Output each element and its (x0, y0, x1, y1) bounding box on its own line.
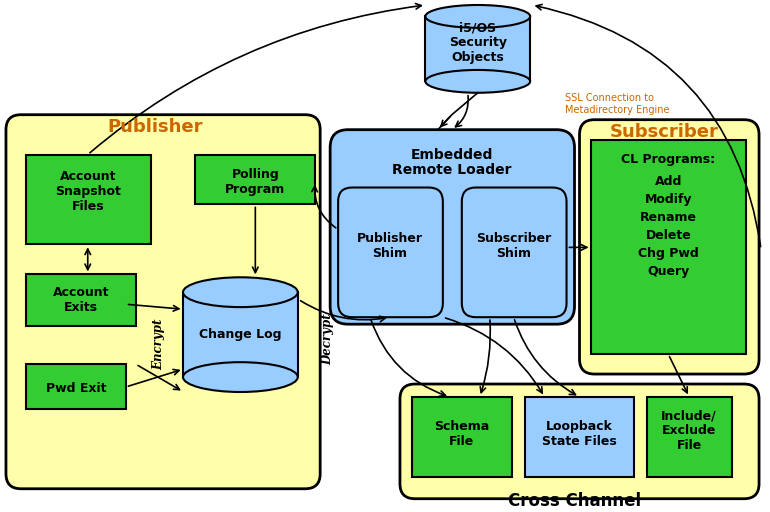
Text: Security: Security (449, 36, 507, 49)
Text: Rename: Rename (640, 211, 697, 224)
FancyBboxPatch shape (580, 120, 759, 374)
Bar (524, 397, 634, 477)
Ellipse shape (183, 278, 298, 307)
Bar (196, 155, 315, 204)
FancyBboxPatch shape (400, 384, 759, 499)
Text: i5/OS: i5/OS (459, 22, 497, 34)
Bar (591, 140, 746, 354)
Text: Account
Snapshot
Files: Account Snapshot Files (55, 170, 121, 213)
Text: Remote Loader: Remote Loader (392, 163, 511, 177)
Bar (183, 292, 298, 377)
Text: Pwd Exit: Pwd Exit (45, 381, 106, 395)
Text: Embedded: Embedded (410, 147, 493, 162)
Bar (26, 274, 136, 326)
Text: Polling
Program: Polling Program (225, 167, 286, 196)
FancyBboxPatch shape (338, 187, 443, 317)
Text: Loopback
State Files: Loopback State Files (542, 420, 617, 448)
Text: Add: Add (654, 175, 682, 188)
FancyBboxPatch shape (330, 130, 574, 324)
FancyBboxPatch shape (6, 115, 320, 489)
Text: SSL Connection to: SSL Connection to (564, 93, 654, 103)
Text: Subscriber: Subscriber (610, 123, 718, 141)
Text: Subscriber
Shim: Subscriber Shim (476, 232, 551, 261)
Text: Publisher
Shim: Publisher Shim (357, 232, 423, 261)
Bar (412, 397, 512, 477)
Text: Decrypt: Decrypt (322, 313, 335, 365)
Text: Metadirectory Engine: Metadirectory Engine (564, 105, 669, 115)
Bar (648, 397, 732, 477)
Bar (26, 364, 126, 409)
Text: CL Programs:: CL Programs: (621, 153, 715, 166)
Bar (425, 16, 530, 81)
Text: Chg Pwd: Chg Pwd (638, 247, 698, 260)
Text: Objects: Objects (451, 51, 504, 65)
Text: Schema
File: Schema File (434, 420, 490, 448)
Text: Delete: Delete (645, 229, 691, 242)
Bar (26, 155, 151, 244)
Text: Modify: Modify (644, 193, 692, 206)
Text: Change Log: Change Log (199, 328, 282, 340)
FancyBboxPatch shape (462, 187, 567, 317)
Ellipse shape (183, 362, 298, 392)
Text: Account
Exits: Account Exits (52, 286, 109, 314)
Text: Cross Channel: Cross Channel (508, 492, 641, 510)
Text: Encrypt: Encrypt (152, 318, 165, 370)
Ellipse shape (425, 5, 530, 28)
Text: Include/
Exclude
File: Include/ Exclude File (661, 410, 717, 453)
Text: Publisher: Publisher (108, 118, 203, 136)
Ellipse shape (425, 70, 530, 93)
Text: Query: Query (647, 265, 689, 278)
